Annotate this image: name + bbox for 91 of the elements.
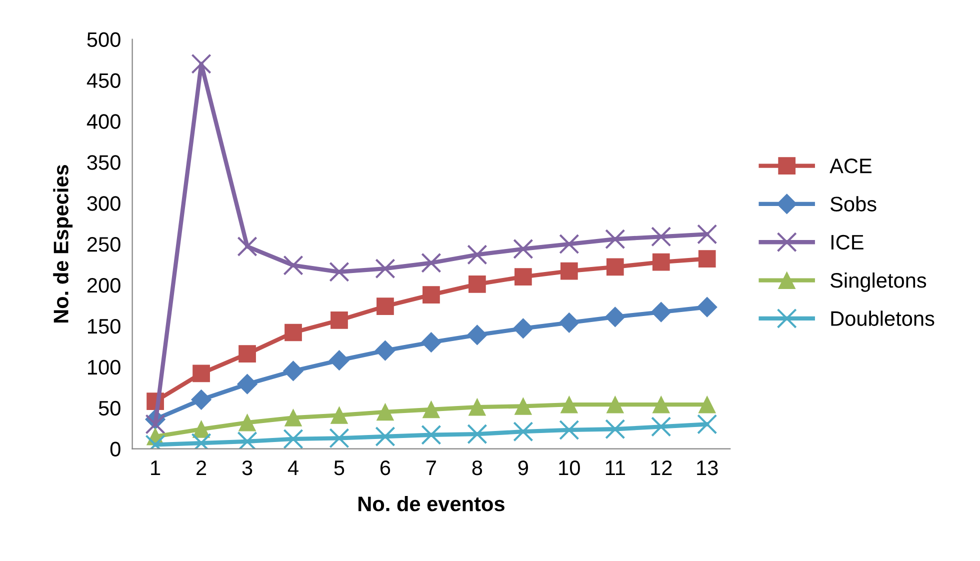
y-tick-label: 400 xyxy=(86,114,120,129)
point xyxy=(651,226,672,247)
point xyxy=(468,398,486,416)
legend-label: Sobs xyxy=(830,196,876,212)
point xyxy=(468,275,486,293)
point xyxy=(513,422,534,442)
y-tick-label: 50 xyxy=(98,400,120,416)
point xyxy=(650,302,672,322)
x-tick-label: 6 xyxy=(380,460,390,476)
legend-label: ICE xyxy=(831,234,864,250)
point xyxy=(605,419,626,440)
x-tick-label: 13 xyxy=(697,460,718,476)
point xyxy=(375,258,396,279)
x-tick-label: 2 xyxy=(196,460,206,476)
x-tick-label: 12 xyxy=(651,460,672,476)
point xyxy=(237,431,258,449)
point xyxy=(696,296,718,318)
point xyxy=(191,54,212,74)
point xyxy=(376,298,394,315)
point xyxy=(513,238,534,260)
y-tick-label: 350 xyxy=(87,155,120,170)
point xyxy=(560,262,578,280)
point xyxy=(330,406,348,424)
point xyxy=(192,420,210,438)
x-tick-label: 7 xyxy=(426,460,436,476)
point xyxy=(698,396,716,414)
point xyxy=(467,324,488,346)
point xyxy=(651,416,672,437)
point xyxy=(238,345,256,362)
point xyxy=(606,258,624,276)
point xyxy=(329,350,350,371)
y-tick-label: 250 xyxy=(87,237,120,252)
x-tick-label: 4 xyxy=(288,460,298,476)
legend-label: Doubletons xyxy=(831,310,934,326)
point xyxy=(421,332,442,352)
point xyxy=(559,420,580,440)
x-tick-label: 3 xyxy=(242,460,252,476)
point xyxy=(606,396,624,414)
point xyxy=(329,428,350,448)
point xyxy=(652,253,670,271)
point xyxy=(329,262,350,282)
point xyxy=(422,286,440,304)
point xyxy=(558,312,580,333)
point xyxy=(284,408,302,426)
x-tick-label: 8 xyxy=(472,460,482,476)
y-tick-label: 450 xyxy=(86,73,120,88)
point xyxy=(330,312,348,329)
point xyxy=(513,318,534,339)
point xyxy=(514,398,532,415)
y-tick-label: 150 xyxy=(88,318,120,334)
point xyxy=(376,403,394,421)
y-axis-title: No. de Especies xyxy=(53,164,73,323)
x-tick-label: 9 xyxy=(518,460,528,476)
x-tick-label: 1 xyxy=(151,460,160,476)
point xyxy=(605,229,626,250)
legend-label: Singletons xyxy=(830,272,926,292)
point xyxy=(375,426,396,447)
point xyxy=(237,374,258,394)
x-axis-title: No. de eventos xyxy=(358,496,504,512)
y-tick-label: 500 xyxy=(87,32,120,48)
point xyxy=(697,224,718,244)
point xyxy=(560,396,578,414)
legend-label: ACE xyxy=(830,158,872,174)
point xyxy=(192,364,210,382)
point xyxy=(422,400,440,418)
point xyxy=(652,396,670,414)
y-tick-label: 0 xyxy=(110,442,120,457)
point xyxy=(514,268,532,286)
point xyxy=(559,234,580,254)
point xyxy=(284,324,302,342)
point xyxy=(145,414,166,434)
point xyxy=(375,340,396,361)
point xyxy=(237,236,258,257)
point xyxy=(467,424,488,444)
point xyxy=(283,360,304,382)
x-tick-label: 11 xyxy=(606,460,625,476)
point xyxy=(283,428,304,449)
point xyxy=(698,250,716,268)
x-tick-label: 10 xyxy=(559,460,580,476)
y-tick-label: 100 xyxy=(88,360,120,375)
point xyxy=(604,306,626,328)
point xyxy=(421,252,442,273)
point xyxy=(421,424,442,445)
point xyxy=(238,414,256,432)
point xyxy=(697,414,718,434)
point xyxy=(191,389,212,410)
y-tick-label: 300 xyxy=(87,196,120,211)
y-tick-label: 200 xyxy=(87,278,120,293)
point xyxy=(283,255,304,276)
point xyxy=(467,244,488,265)
x-tick-label: 5 xyxy=(334,460,344,476)
